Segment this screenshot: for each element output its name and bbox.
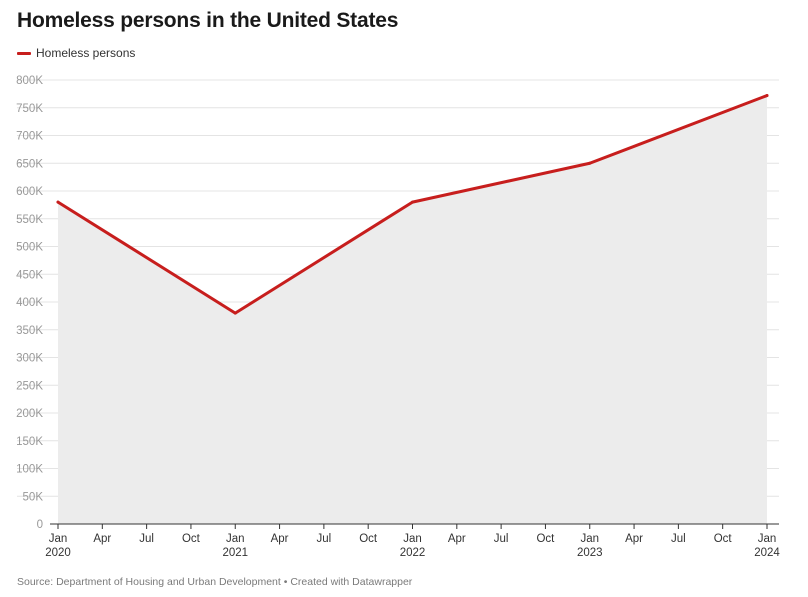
y-tick-label: 250K xyxy=(16,380,43,392)
x-tick-label-month: Jan xyxy=(580,533,599,545)
y-tick-label: 350K xyxy=(16,325,43,337)
data-point xyxy=(233,311,237,315)
legend-swatch xyxy=(17,51,31,55)
x-tick-label-year: 2023 xyxy=(577,547,603,559)
y-tick-label: 400K xyxy=(16,297,43,309)
chart-title: Homeless persons in the United States xyxy=(17,9,399,32)
y-tick-label: 150K xyxy=(16,436,43,448)
y-tick-label: 450K xyxy=(16,269,43,281)
y-tick-label: 200K xyxy=(16,408,43,420)
y-tick-label: 800K xyxy=(16,75,43,87)
x-tick-label-month: Apr xyxy=(271,533,289,545)
legend: Homeless persons xyxy=(17,46,135,60)
x-tick-label-month: Jul xyxy=(671,533,686,545)
data-points xyxy=(56,94,769,315)
legend-label: Homeless persons xyxy=(36,46,136,60)
x-ticks xyxy=(57,524,768,529)
x-tick-label-year: 2020 xyxy=(45,547,71,559)
y-tick-label: 100K xyxy=(16,464,43,476)
x-tick-label-month: Jul xyxy=(139,533,154,545)
x-tick-label-month: Oct xyxy=(536,533,555,545)
x-tick-label-month: Apr xyxy=(93,533,111,545)
source-note: Source: Department of Housing and Urban … xyxy=(17,576,413,588)
x-tick-label-month: Oct xyxy=(182,533,201,545)
data-point xyxy=(411,200,414,204)
x-tick-label-month: Jan xyxy=(226,533,245,545)
x-tick-label-month: Jan xyxy=(403,533,422,545)
y-tick-label: 50K xyxy=(23,491,44,503)
x-tick-label-month: Oct xyxy=(714,533,733,545)
x-tick-label-month: Apr xyxy=(625,533,643,545)
x-tick-label-year: 2024 xyxy=(754,547,780,559)
y-tick-label: 600K xyxy=(16,186,43,198)
x-tick-labels: Jan 2020 Apr Jul Oct Jan 2021 Apr Jul Oct Jan 2022 A… xyxy=(45,533,780,559)
area-fill xyxy=(58,95,767,524)
y-tick-label: 300K xyxy=(16,353,43,365)
data-point xyxy=(56,200,60,204)
x-tick-label-year: 2022 xyxy=(400,547,426,559)
y-tick-label: 550K xyxy=(16,214,43,226)
x-tick-label-month: Oct xyxy=(359,533,378,545)
x-tick-label-month: Jul xyxy=(317,533,332,545)
x-tick-label-month: Apr xyxy=(448,533,466,545)
x-tick-label-month: Jan xyxy=(758,533,777,545)
y-tick-label: 500K xyxy=(16,242,43,254)
x-tick-label-month: Jul xyxy=(494,533,509,545)
x-tick-label-year: 2021 xyxy=(222,547,248,559)
data-point xyxy=(588,161,592,165)
y-tick-label: 700K xyxy=(16,131,43,143)
y-tick-label: 750K xyxy=(16,103,43,115)
x-tick-label-month: Jan xyxy=(49,533,68,545)
y-tick-labels: 0 50K 100K 150K 200K 250K 300K 350K 400K 450K 500K… xyxy=(16,75,43,531)
y-tick-label: 650K xyxy=(16,158,43,170)
data-point xyxy=(765,94,769,98)
y-tick-label: 0 xyxy=(37,519,43,531)
